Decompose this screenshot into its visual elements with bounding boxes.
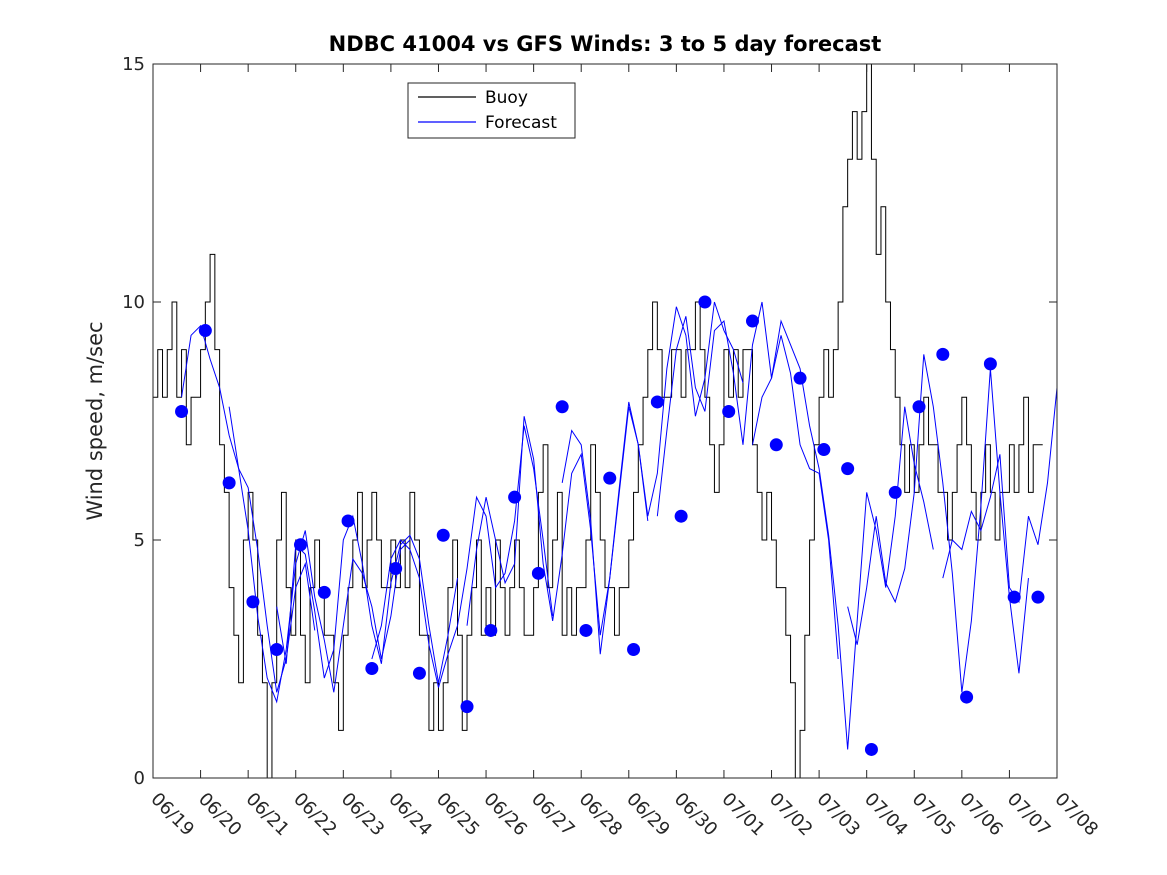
x-tick-label: 07/03 <box>813 789 865 841</box>
legend-box <box>407 82 576 139</box>
x-tick-label: 06/23 <box>337 789 389 841</box>
forecast-marker <box>508 490 522 504</box>
forecast-marker <box>793 371 807 385</box>
x-tick-label: 07/07 <box>1003 789 1055 841</box>
forecast-series-line <box>847 354 1029 693</box>
forecast-marker <box>389 562 403 576</box>
forecast-marker <box>722 404 736 418</box>
x-tick-label: 06/19 <box>146 789 198 841</box>
legend-forecast-label: Forecast <box>485 113 557 133</box>
forecast-marker <box>246 595 260 609</box>
forecast-marker <box>531 566 545 580</box>
buoy-series-layer <box>153 63 1043 779</box>
y-axis-label: Wind speed, m/sec <box>83 321 107 520</box>
forecast-marker <box>650 395 664 409</box>
chart-title: NDBC 41004 vs GFS Winds: 3 to 5 day fore… <box>329 32 882 56</box>
forecast-marker <box>864 742 878 756</box>
forecast-marker <box>412 666 426 680</box>
y-tick-label: 15 <box>122 54 145 75</box>
x-tick-label: 07/05 <box>908 789 960 841</box>
x-tick-label: 06/25 <box>432 789 484 841</box>
forecast-marker <box>436 528 450 542</box>
forecast-marker <box>841 462 855 476</box>
x-tick-label: 06/27 <box>527 789 579 841</box>
forecast-series-line <box>276 514 458 683</box>
y-tick-label: 0 <box>134 768 145 789</box>
y-tick-label: 5 <box>134 530 145 551</box>
x-tick-label: 06/21 <box>242 789 294 841</box>
forecast-series-line <box>228 406 411 704</box>
x-tick-label: 06/24 <box>384 789 436 841</box>
legend: Buoy Forecast <box>407 82 576 139</box>
forecast-marker <box>603 471 617 485</box>
forecast-marker <box>317 585 331 599</box>
forecast-marker <box>484 623 498 637</box>
forecast-series-line <box>181 324 316 693</box>
plot-background <box>153 64 1057 778</box>
forecast-marker <box>1007 590 1021 604</box>
forecast-marker <box>1031 590 1045 604</box>
forecast-marker <box>817 443 831 457</box>
forecast-marker <box>341 514 355 528</box>
forecast-series-line <box>942 387 1058 604</box>
forecast-marker <box>555 400 569 414</box>
x-tick-label: 06/29 <box>622 789 674 841</box>
forecast-marker <box>912 400 926 414</box>
legend-buoy-label: Buoy <box>485 88 528 108</box>
x-tick-label: 06/28 <box>575 789 627 841</box>
forecast-marker <box>460 700 474 714</box>
plot-area <box>152 63 1058 779</box>
forecast-marker <box>270 642 284 656</box>
buoy-series-line <box>153 63 1043 779</box>
forecast-series-line <box>561 301 744 655</box>
x-tick-label: 07/06 <box>955 789 1007 841</box>
forecast-marker <box>293 538 307 552</box>
forecast-series-line <box>656 301 839 660</box>
forecast-marker <box>579 623 593 637</box>
forecast-marker <box>698 295 712 309</box>
forecast-markers-layer <box>175 295 1045 756</box>
forecast-marker <box>936 347 950 361</box>
forecast-marker <box>365 662 379 676</box>
forecast-marker <box>198 324 212 338</box>
forecast-marker <box>745 314 759 328</box>
x-tick-label: 06/22 <box>289 789 341 841</box>
y-axis: 0 5 10 15 <box>122 54 1057 789</box>
forecast-marker <box>175 404 189 418</box>
x-tick-label: 07/08 <box>1050 789 1102 841</box>
forecast-series-layer <box>181 301 1058 750</box>
forecast-marker <box>769 438 783 452</box>
forecast-marker <box>627 642 641 656</box>
x-tick-label: 07/01 <box>717 789 769 841</box>
forecast-marker <box>674 509 688 523</box>
x-tick-label: 06/30 <box>670 789 722 841</box>
plot-frame <box>152 63 1058 779</box>
x-tick-label: 06/20 <box>194 789 246 841</box>
y-tick-label: 10 <box>122 292 145 313</box>
forecast-marker <box>960 690 974 704</box>
forecast-marker <box>888 485 902 499</box>
x-tick-label: 06/26 <box>480 789 532 841</box>
x-tick-label: 07/02 <box>765 789 817 841</box>
forecast-series-line <box>752 319 934 750</box>
forecast-marker <box>983 357 997 371</box>
x-tick-label: 07/04 <box>860 789 912 841</box>
forecast-marker <box>222 476 236 490</box>
